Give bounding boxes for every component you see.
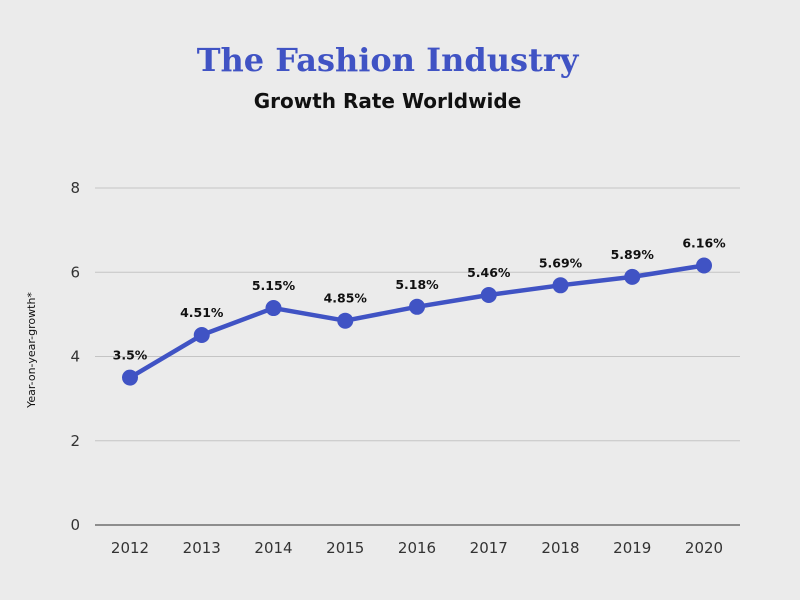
data-label: 5.46% [467, 265, 511, 280]
chart-subtitle: Growth Rate Worldwide [253, 89, 522, 113]
data-point [696, 257, 712, 274]
data-label: 5.18% [395, 277, 439, 292]
x-tick-label: 2012 [111, 539, 149, 557]
data-label: 5.69% [539, 255, 583, 270]
y-tick-label: 6 [70, 263, 80, 281]
y-tick-label: 8 [70, 179, 80, 197]
data-point [624, 268, 641, 285]
data-point [552, 277, 569, 294]
data-label: 5.15% [252, 278, 296, 293]
data-labels: 3.5% 4.51% 5.15% 4.85% 5.18% 5.46% 5.69% 5.89% 6… [113, 236, 726, 363]
data-label: 6.16% [682, 236, 726, 251]
data-point [409, 298, 425, 315]
data-label: 3.5% [113, 348, 148, 363]
y-axis-title: Year-on-year-growth* [25, 292, 38, 409]
y-tick-labels: 0 2 4 6 8 [70, 179, 80, 534]
data-point [122, 369, 138, 386]
x-tick-label: 2019 [613, 539, 651, 557]
data-points [122, 257, 712, 386]
x-tick-label: 2013 [183, 539, 221, 557]
data-point [337, 312, 354, 329]
x-tick-label: 2014 [254, 539, 292, 557]
data-point [193, 327, 210, 344]
data-label: 4.51% [180, 305, 224, 320]
x-tick-label: 2016 [398, 539, 436, 557]
x-tick-labels: 2012 2013 2014 2015 2016 2017 2018 2019 2020 [111, 539, 723, 557]
x-tick-label: 2015 [326, 539, 364, 557]
x-tick-label: 2020 [685, 539, 723, 557]
x-tick-label: 2018 [541, 539, 579, 557]
chart-title: The Fashion Industry [196, 41, 579, 79]
x-tick-label: 2017 [470, 539, 508, 557]
y-tick-label: 0 [70, 516, 80, 534]
data-point [265, 300, 282, 317]
data-point [480, 286, 497, 303]
y-tick-label: 2 [70, 432, 80, 450]
gridlines [95, 187, 740, 526]
data-label: 4.85% [324, 291, 368, 306]
y-tick-label: 4 [70, 348, 80, 366]
data-label: 5.89% [611, 247, 655, 262]
